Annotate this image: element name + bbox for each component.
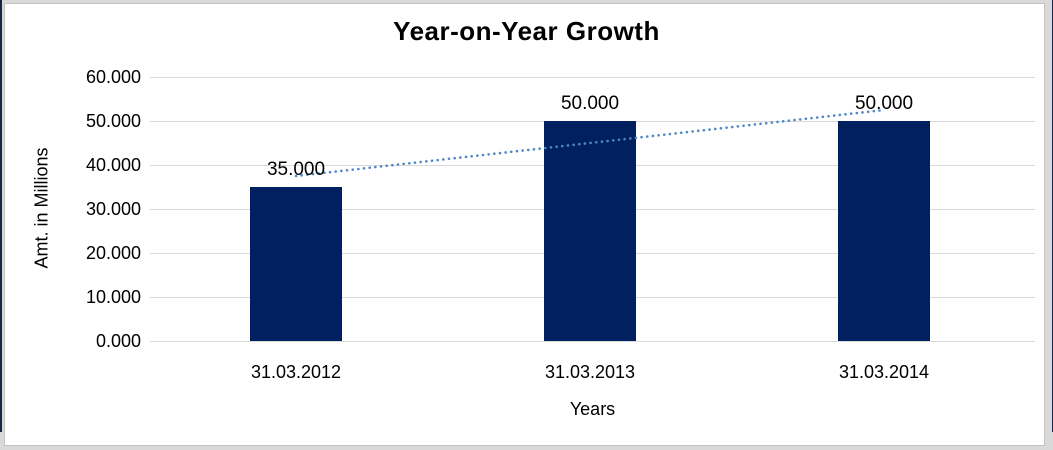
x-tick-label: 31.03.2014 [838, 362, 930, 382]
left-window-edge [0, 0, 2, 432]
y-tick-label: 10.000 [85, 287, 141, 307]
gridline [150, 341, 1035, 342]
x-tick-label: 31.03.2013 [544, 362, 636, 382]
y-tick-label: 0.000 [95, 331, 141, 351]
gridline [150, 77, 1035, 78]
y-tick-label: 20.000 [85, 243, 141, 263]
x-tick-label: 31.03.2012 [250, 362, 342, 382]
y-tick-label: 40.000 [85, 155, 141, 175]
y-tick-label: 60.000 [85, 67, 141, 87]
x-axis-title: Years [569, 399, 616, 419]
bar-data-label: 35.000 [266, 159, 326, 180]
bar [544, 121, 636, 341]
bar-data-label: 50.000 [560, 93, 620, 114]
bar [838, 121, 930, 341]
bar [250, 187, 342, 341]
bar-data-label: 50.000 [854, 93, 914, 114]
y-tick-label: 30.000 [85, 199, 141, 219]
y-axis-title: Amt. in Millions [31, 147, 52, 269]
chart-title: Year-on-Year Growth [393, 16, 660, 46]
y-tick-label: 50.000 [85, 111, 141, 131]
